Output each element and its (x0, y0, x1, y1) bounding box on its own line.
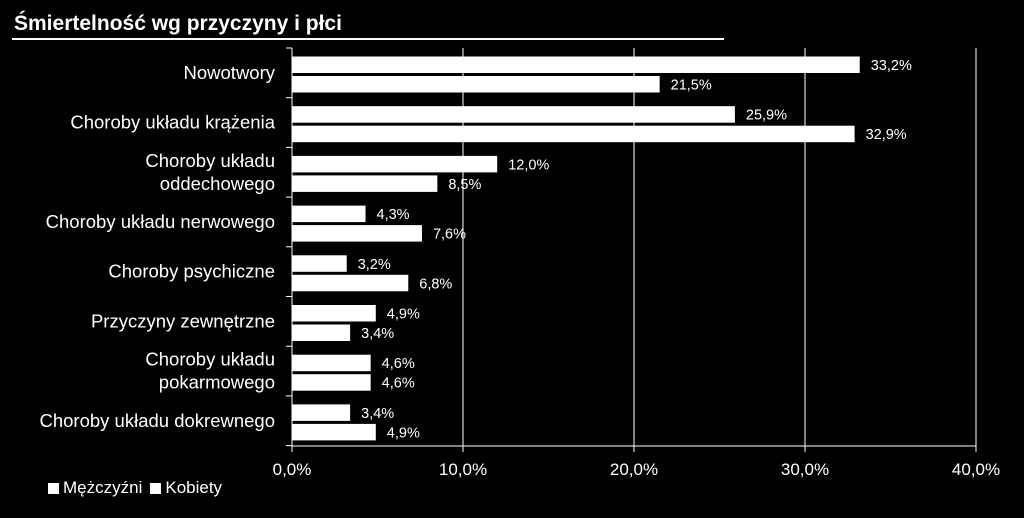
legend-swatch-women (150, 482, 162, 494)
x-tick-label-3: 30,0% (781, 460, 829, 479)
category-label-0: Nowotwory (184, 62, 276, 83)
category-label-3: Choroby układu nerwowego (46, 211, 275, 232)
bar-series-1-cat-1 (292, 125, 855, 143)
title-underline (12, 38, 724, 40)
x-tick-label-4: 40,0% (952, 460, 1000, 479)
data-label-series-1-cat-0: 21,5% (671, 78, 712, 94)
bar-series-0-cat-7 (292, 404, 351, 421)
category-label-2: Choroby układu oddechowego (145, 150, 275, 194)
bar-series-0-cat-2 (292, 155, 498, 173)
bar-series-1-cat-2 (292, 175, 438, 192)
data-label-series-1-cat-6: 4,6% (382, 376, 415, 392)
bar-series-0-cat-6 (292, 354, 371, 372)
category-label-line: Choroby psychiczne (108, 261, 275, 282)
legend-swatch-men (48, 482, 59, 494)
chart-title: Śmiertelność wg przyczyny i płci (14, 12, 342, 35)
legend-item-men: Mężczyźni (48, 478, 142, 498)
category-label-1: Choroby układu krążenia (70, 112, 275, 133)
bar-series-0-cat-0 (292, 56, 860, 73)
data-label-series-1-cat-3: 7,6% (433, 227, 466, 243)
category-label-4: Choroby psychiczne (108, 261, 275, 282)
data-label-series-1-cat-5: 3,4% (361, 326, 394, 342)
category-label-line: Nowotwory (184, 62, 276, 83)
legend-label-women: Kobiety (165, 478, 223, 497)
category-label-line: Choroby układu (145, 150, 275, 171)
category-label-line: oddechowego (160, 173, 275, 194)
data-label-series-1-cat-7: 4,9% (387, 425, 420, 441)
bar-series-1-cat-3 (292, 225, 422, 242)
data-label-series-0-cat-5: 4,9% (387, 307, 420, 323)
bar-series-0-cat-3 (292, 205, 366, 223)
data-label-series-1-cat-1: 32,9% (866, 127, 907, 143)
x-tick-label-2: 20,0% (610, 460, 658, 479)
bar-series-1-cat-6 (292, 374, 371, 391)
category-label-line: Choroby układu krążenia (70, 112, 275, 133)
data-label-series-0-cat-3: 4,3% (377, 207, 410, 223)
category-label-line: pokarmowego (159, 372, 275, 393)
bar-series-0-cat-4 (292, 255, 347, 272)
bar-series-0-cat-1 (292, 106, 735, 123)
category-label-line: Choroby układu (145, 349, 275, 370)
bar-series-1-cat-0 (292, 76, 660, 93)
data-label-series-0-cat-7: 3,4% (361, 406, 394, 422)
category-label-line: Choroby układu nerwowego (46, 211, 275, 232)
data-label-series-0-cat-0: 33,2% (871, 58, 912, 74)
bar-series-1-cat-4 (292, 274, 409, 292)
data-label-series-0-cat-1: 25,9% (746, 108, 787, 124)
data-label-series-0-cat-4: 3,2% (358, 257, 391, 273)
bar-series-1-cat-5 (292, 324, 351, 341)
category-label-7: Choroby układu dokrewnego (39, 410, 275, 431)
legend-label-men: Mężczyźni (63, 478, 143, 497)
category-label-6: Choroby układu pokarmowego (145, 349, 275, 393)
category-label-line: Przyczyny zewnętrzne (91, 310, 275, 331)
legend-item-women: Kobiety (150, 478, 222, 498)
data-label-series-0-cat-2: 12,0% (508, 157, 549, 173)
category-label-line: Choroby układu dokrewnego (39, 410, 275, 431)
x-tick-label-1: 10,0% (439, 460, 487, 479)
data-label-series-0-cat-6: 4,6% (382, 356, 415, 372)
x-tick-label-0: 0,0% (273, 460, 312, 479)
legend: Mężczyźni Kobiety (48, 478, 222, 498)
data-label-series-1-cat-4: 6,8% (419, 276, 452, 292)
data-label-series-1-cat-2: 8,5% (448, 177, 481, 193)
bar-series-1-cat-7 (292, 423, 376, 441)
bar-series-0-cat-5 (292, 305, 376, 322)
category-label-5: Przyczyny zewnętrzne (91, 310, 275, 331)
